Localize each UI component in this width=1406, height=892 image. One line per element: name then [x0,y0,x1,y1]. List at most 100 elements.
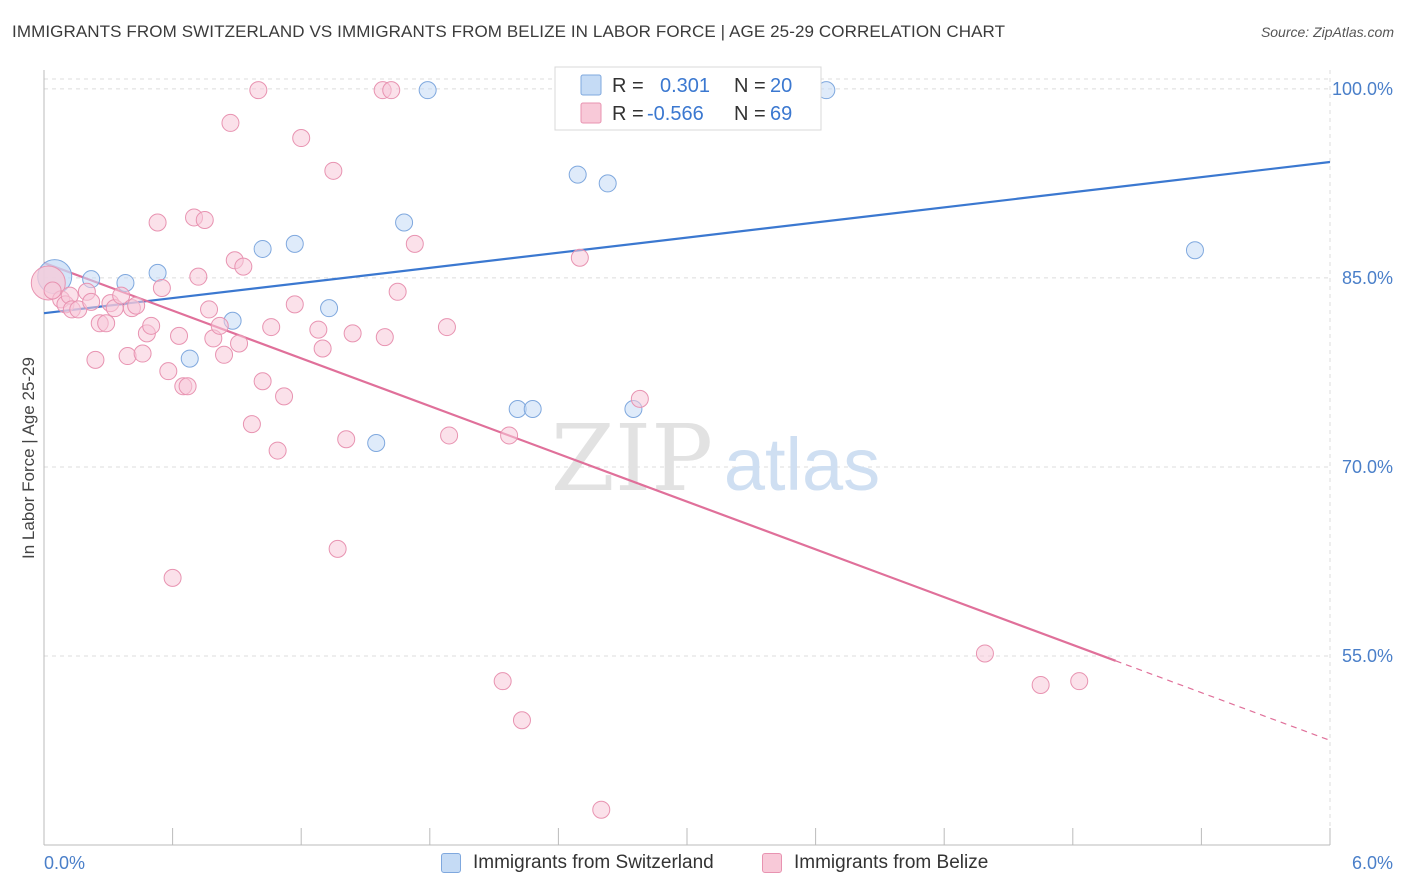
y-tick-label-0: 100.0% [1332,79,1393,99]
data-point-belize-44 [285,295,304,314]
data-point-belize-28 [189,267,208,286]
legend-swatch-belize [580,102,602,124]
data-point-belize-8 [86,350,105,369]
correlation-legend: R = 0.301 N = 20 R = -0.566 N = 69 [554,66,822,131]
data-point-belize-24 [170,326,189,345]
data-point-switzerland-11 [418,81,437,100]
watermark-zip: ZIP [551,405,713,512]
data-point-belize-33 [215,345,234,364]
trend-line-belize [43,261,1117,662]
data-point-belize-46 [309,320,328,339]
data-point-belize-67 [1070,672,1089,691]
data-point-switzerland-8 [320,299,339,318]
data-point-switzerland-12 [508,399,527,418]
data-point-belize-57 [437,318,456,337]
data-point-belize-36 [230,334,249,353]
data-point-belize-59 [493,672,512,691]
trend-line-switzerland [43,160,1331,315]
x-tick-label-1: 6.0% [1352,853,1393,873]
watermark: ZIP atlas [551,405,880,512]
data-point-belize-54 [382,81,401,100]
watermark-atlas: atlas [724,423,880,506]
data-point-switzerland-4 [180,349,199,368]
data-point-belize-40 [253,372,272,391]
data-point-switzerland-19 [1185,241,1204,260]
data-point-switzerland-15 [598,174,617,193]
data-point-switzerland-3 [148,263,167,282]
tick-labels: 100.0% 85.0% 70.0% 55.0% 0.0% 6.0% [44,79,1393,873]
y-tick-label-3: 55.0% [1342,646,1393,666]
y-tick-label-1: 85.0% [1342,268,1393,288]
data-point-belize-23 [163,568,182,587]
legend-n-label-switzerland: N = [734,75,766,97]
data-point-belize-65 [975,644,994,663]
data-point-belize-61 [512,711,531,730]
data-point-belize-63 [592,800,611,819]
legend-swatch-switzerland [580,74,602,96]
data-point-belize-13 [112,286,131,305]
legend-n-label-belize: N = [734,103,766,125]
data-point-belize-22 [159,362,178,381]
data-point-belize-17 [133,344,152,363]
data-point-belize-26 [178,377,197,396]
data-point-belize-34 [221,113,240,132]
data-point-belize-56 [405,234,424,253]
data-point-belize-7 [82,292,101,311]
data-point-belize-39 [249,81,268,100]
data-point-switzerland-6 [253,239,272,258]
chart-source: Source: ZipAtlas.com [1260,24,1394,40]
data-point-belize-32 [210,316,229,335]
data-point-belize-38 [242,415,261,434]
data-point-belize-14 [118,347,137,366]
data-point-belize-51 [343,324,362,343]
data-points [30,81,1204,819]
data-point-belize-16 [127,296,146,315]
data-point-belize-53 [375,328,394,347]
data-point-belize-20 [148,213,167,232]
data-point-belize-45 [292,129,311,148]
legend-r-value-belize: -0.566 [647,103,704,125]
data-point-belize-41 [262,318,281,337]
data-point-belize-50 [337,430,356,449]
chart-title: IMMIGRANTS FROM SWITZERLAND VS IMMIGRANT… [12,22,1006,41]
data-point-switzerland-9 [367,434,386,453]
data-point-belize-58 [440,426,459,445]
data-point-belize-68 [43,281,62,300]
data-point-belize-62 [570,248,589,267]
series-legend-item-belize: Immigrants from Belize [762,852,988,874]
data-point-belize-37 [234,257,253,276]
data-point-belize-55 [388,282,407,301]
legend-r-label-belize: R = [612,103,644,125]
data-point-switzerland-7 [285,234,304,253]
axes [43,70,1331,846]
trend-line-extension-belize [1115,660,1331,741]
series-swatch-switzerland [441,853,461,873]
data-point-belize-60 [500,426,519,445]
legend-r-label-switzerland: R = [612,75,644,97]
data-point-switzerland-10 [395,213,414,232]
data-point-belize-30 [200,300,219,319]
data-point-belize-43 [275,387,294,406]
legend-n-value-belize: 69 [770,103,792,125]
series-swatch-belize [762,853,782,873]
data-point-belize-42 [268,441,287,460]
series-label-switzerland: Immigrants from Switzerland [473,852,714,873]
y-tick-label-2: 70.0% [1342,457,1393,477]
data-point-belize-21 [152,279,171,298]
data-point-switzerland-13 [523,399,542,418]
data-point-belize-10 [97,314,116,333]
data-point-belize-29 [195,210,214,229]
data-point-belize-47 [313,339,332,358]
data-point-belize-48 [324,161,343,180]
legend-n-value-switzerland: 20 [770,75,792,97]
y-axis-label: In Labor Force | Age 25-29 [19,357,38,559]
data-point-belize-64 [630,389,649,408]
series-label-belize: Immigrants from Belize [794,852,989,873]
x-tick-label-0: 0.0% [44,853,85,873]
data-point-belize-49 [328,539,347,558]
data-point-switzerland-14 [568,165,587,184]
data-point-belize-19 [142,316,161,335]
series-legend-item-switzerland: Immigrants from Switzerland [441,852,714,874]
legend-r-value-switzerland: 0.301 [660,75,710,97]
